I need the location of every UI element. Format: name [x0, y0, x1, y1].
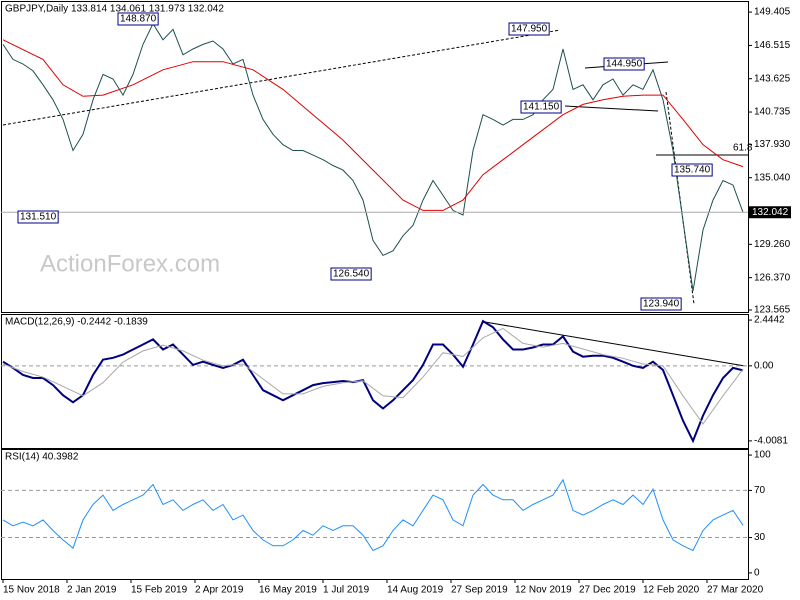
annotation-box: [17, 210, 59, 224]
x-tick-label: 15 Feb 2019: [131, 585, 188, 596]
annotation: 147.950: [511, 24, 548, 35]
y-tick-label: 2.4442: [754, 315, 785, 326]
trend-line: [2, 29, 561, 126]
y-tick-label: 126.370: [754, 272, 791, 283]
y-tick-label: 123.565: [754, 305, 791, 316]
x-tick-label: 1 Jul 2019: [323, 585, 370, 596]
chart-title: MACD(12,26,9) -0.2442 -0.1839: [5, 317, 148, 328]
series-line: [2, 39, 744, 211]
y-tick-label: 70: [754, 485, 766, 496]
annotation: 141.150: [523, 102, 560, 113]
rsi-panel-frame: [1, 449, 749, 580]
chart-title: GBPJPY,Daily 133.814 134.061 131.973 132…: [5, 4, 224, 15]
annotation-box: [671, 163, 713, 177]
macd-trend-line: [484, 321, 746, 367]
y-tick-label: 137.930: [754, 139, 791, 150]
last-price-label: 132.042: [752, 207, 789, 218]
y-tick-label: 146.515: [754, 40, 791, 51]
x-tick-label: 16 May 2019: [259, 585, 317, 596]
series-line: [2, 22, 744, 292]
y-tick-label: 0: [754, 568, 760, 579]
x-tick-label: 2 Jan 2019: [67, 585, 117, 596]
x-tick-label: 27 Mar 2020: [707, 585, 764, 596]
annotation: 61.8: [733, 143, 753, 154]
macd-panel-frame: [1, 314, 749, 449]
annotation: 144.950: [606, 59, 643, 70]
chart-title: RSI(14) 40.3982: [5, 452, 79, 463]
trend-line: [564, 105, 659, 112]
annotation-box: [330, 267, 372, 281]
x-tick-label: 12 Nov 2019: [515, 585, 572, 596]
y-tick-label: 140.735: [754, 107, 791, 118]
series-line: [2, 327, 744, 425]
last-price-box: [749, 206, 791, 219]
x-tick-label: 15 Nov 2018: [3, 585, 60, 596]
annotation-box: [640, 297, 682, 311]
series-line: [2, 319, 744, 444]
annotation: 126.540: [333, 269, 370, 280]
y-tick-label: -4.0081: [754, 436, 788, 447]
annotation: 131.510: [20, 212, 57, 223]
y-tick-label: 100: [754, 450, 771, 461]
watermark: ActionForex.com: [40, 250, 220, 277]
y-tick-label: 149.405: [754, 7, 791, 18]
y-tick-label: 143.625: [754, 73, 791, 84]
annotation-box: [603, 57, 645, 71]
annotation-box: [520, 100, 562, 114]
annotation: 123.940: [643, 299, 680, 310]
annotation-box: [508, 22, 550, 36]
y-tick-label: 135.040: [754, 172, 791, 183]
y-tick-label: 0.00: [754, 360, 774, 371]
price-panel-frame: [1, 1, 749, 313]
y-tick-label: 129.260: [754, 239, 791, 250]
annotation: 135.740: [674, 165, 711, 176]
annotation-box: [117, 12, 159, 26]
x-tick-label: 2 Apr 2019: [195, 585, 244, 596]
x-tick-label: 27 Sep 2019: [451, 585, 508, 596]
y-tick-label: 30: [754, 532, 766, 543]
series-line: [2, 478, 744, 552]
annotation: 148.870: [120, 14, 157, 25]
x-tick-label: 14 Aug 2019: [387, 585, 444, 596]
x-tick-label: 12 Feb 2020: [643, 585, 700, 596]
x-tick-label: 27 Dec 2019: [579, 585, 636, 596]
